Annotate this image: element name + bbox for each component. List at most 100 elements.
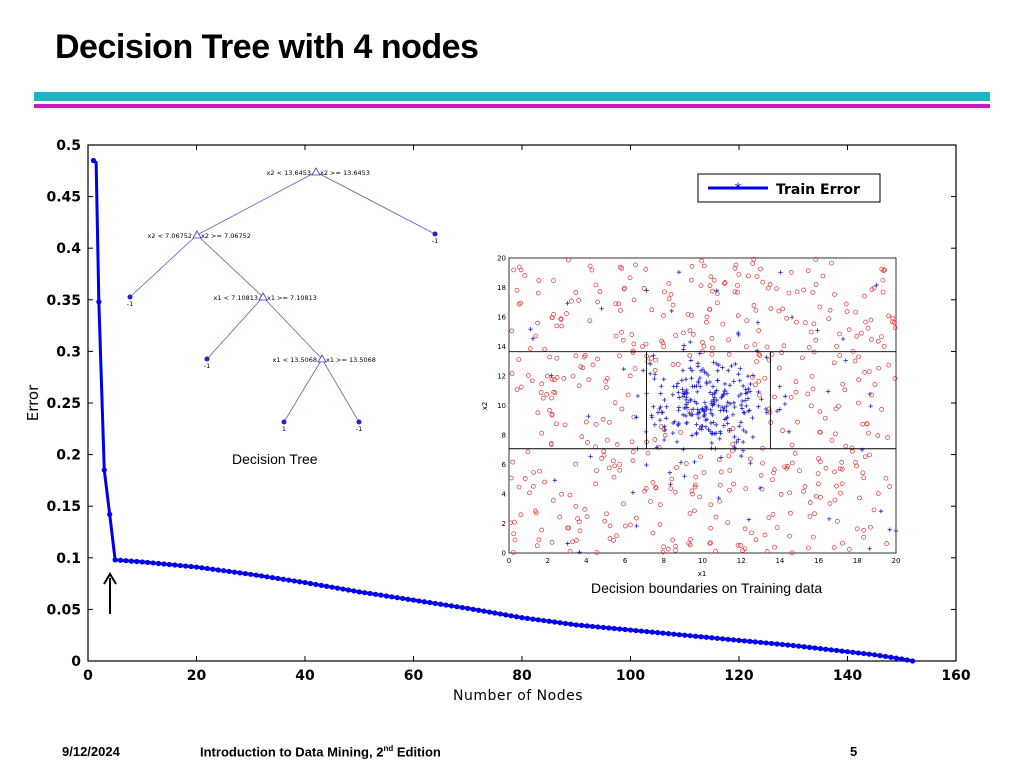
- scatter-circle: [807, 514, 813, 519]
- scatter-cross: [867, 546, 872, 551]
- scatter-circle: [868, 524, 873, 530]
- scatter-cross: [688, 339, 693, 345]
- series-point: [660, 630, 666, 636]
- scatter-cross: [719, 395, 724, 401]
- scatter-circle: [633, 515, 639, 521]
- scatter-circle: [862, 370, 867, 375]
- scatter-cross: [741, 427, 746, 433]
- scatter-circle: [735, 289, 740, 295]
- series-point: [741, 638, 748, 644]
- scatter-circle: [631, 297, 637, 303]
- scatter-circle: [740, 548, 746, 553]
- scatter-circle: [583, 419, 589, 425]
- scatter-cross: [719, 404, 725, 410]
- series-point: [595, 624, 601, 630]
- scatter-circle: [753, 307, 759, 313]
- scatter-circle: [774, 286, 779, 291]
- scatter-circle: [629, 332, 635, 337]
- scatter-circle: [751, 303, 757, 308]
- scatter-circle: [735, 283, 740, 288]
- scatter-circle: [522, 476, 528, 481]
- scatter-circle: [670, 362, 676, 367]
- tree-leaf: [281, 419, 287, 425]
- svg-text:*: *: [735, 181, 742, 197]
- scatter-circle: [774, 525, 780, 530]
- scatter-cross: [662, 397, 667, 403]
- scatter-circle: [826, 316, 832, 322]
- scatter-circle: [732, 266, 738, 271]
- scatter-circle: [537, 468, 543, 474]
- scatter-x-tick: 2: [545, 557, 549, 565]
- scatter-cross: [718, 455, 724, 460]
- scatter-cross: [720, 365, 725, 370]
- scatter-circle: [853, 309, 858, 315]
- scatter-circle: [621, 286, 627, 292]
- series-point: [134, 558, 140, 565]
- scatter-cross: [783, 394, 788, 399]
- scatter-circle: [661, 544, 666, 550]
- series-point: [470, 606, 476, 612]
- scatter-circle: [547, 354, 553, 360]
- scatter-circle: [805, 391, 811, 397]
- scatter-cross: [815, 328, 820, 333]
- scatter-x-tick: 12: [737, 557, 746, 565]
- series-point: [785, 642, 791, 648]
- series-point: [172, 562, 178, 568]
- scatter-circle: [794, 319, 799, 325]
- scatter-circle: [699, 258, 704, 264]
- scatter-circle: [689, 488, 695, 494]
- scatter-circle: [692, 508, 697, 514]
- scatter-cross: [684, 395, 689, 400]
- series-point: [687, 633, 693, 639]
- series-point: [367, 590, 373, 597]
- scatter-circle: [551, 389, 556, 395]
- series-point: [698, 634, 704, 640]
- scatter-circle: [653, 484, 658, 490]
- scatter-circle: [827, 307, 833, 313]
- tree-edge: [262, 296, 323, 360]
- series-point: [720, 636, 726, 642]
- scatter-circle: [574, 538, 579, 543]
- scatter-cross: [695, 407, 700, 412]
- scatter-cross: [661, 377, 666, 382]
- scatter-cross: [664, 416, 669, 421]
- scatter-circle: [577, 528, 583, 534]
- y-tick-label: 0.15: [46, 499, 81, 515]
- scatter-circle: [559, 323, 565, 329]
- scatter-cross: [711, 402, 717, 407]
- scatter-circle: [732, 289, 738, 295]
- x-axis-label: Number of Nodes: [453, 688, 583, 704]
- scatter-circle: [794, 289, 800, 295]
- scatter-points: [508, 256, 899, 556]
- series-point: [183, 563, 189, 569]
- series-point: [215, 567, 221, 573]
- scatter-circle: [745, 273, 751, 279]
- series-point: [448, 603, 455, 609]
- scatter-cross: [744, 390, 750, 395]
- scatter-circle: [578, 364, 584, 370]
- scatter-circle: [879, 407, 884, 412]
- scatter-y-tick: 14: [497, 343, 506, 351]
- scatter-circle: [670, 537, 676, 543]
- scatter-cross: [680, 412, 686, 417]
- scatter-circle: [753, 382, 758, 388]
- scatter-circle: [549, 540, 555, 545]
- scatter-cross: [777, 407, 782, 412]
- scatter-circle: [701, 343, 707, 349]
- scatter-circle: [708, 540, 714, 546]
- train-error-chart: 0 20 40 60 80 100 120 140 16000.050.10.150.20.25…: [24, 138, 971, 704]
- series-point: [410, 597, 417, 603]
- series-point: [530, 616, 536, 622]
- scatter-circle: [813, 337, 819, 343]
- x-tick-label: 0: [83, 668, 93, 684]
- scatter-circle: [669, 476, 675, 482]
- scatter-circle: [530, 484, 536, 489]
- scatter-cross: [750, 434, 756, 440]
- scatter-cross: [731, 379, 737, 384]
- series-point: [497, 611, 503, 617]
- scatter-circle: [801, 287, 806, 293]
- scatter-cross: [722, 381, 728, 387]
- series-point: [465, 605, 471, 611]
- scatter-circle: [547, 407, 552, 413]
- scatter-circle: [631, 341, 637, 347]
